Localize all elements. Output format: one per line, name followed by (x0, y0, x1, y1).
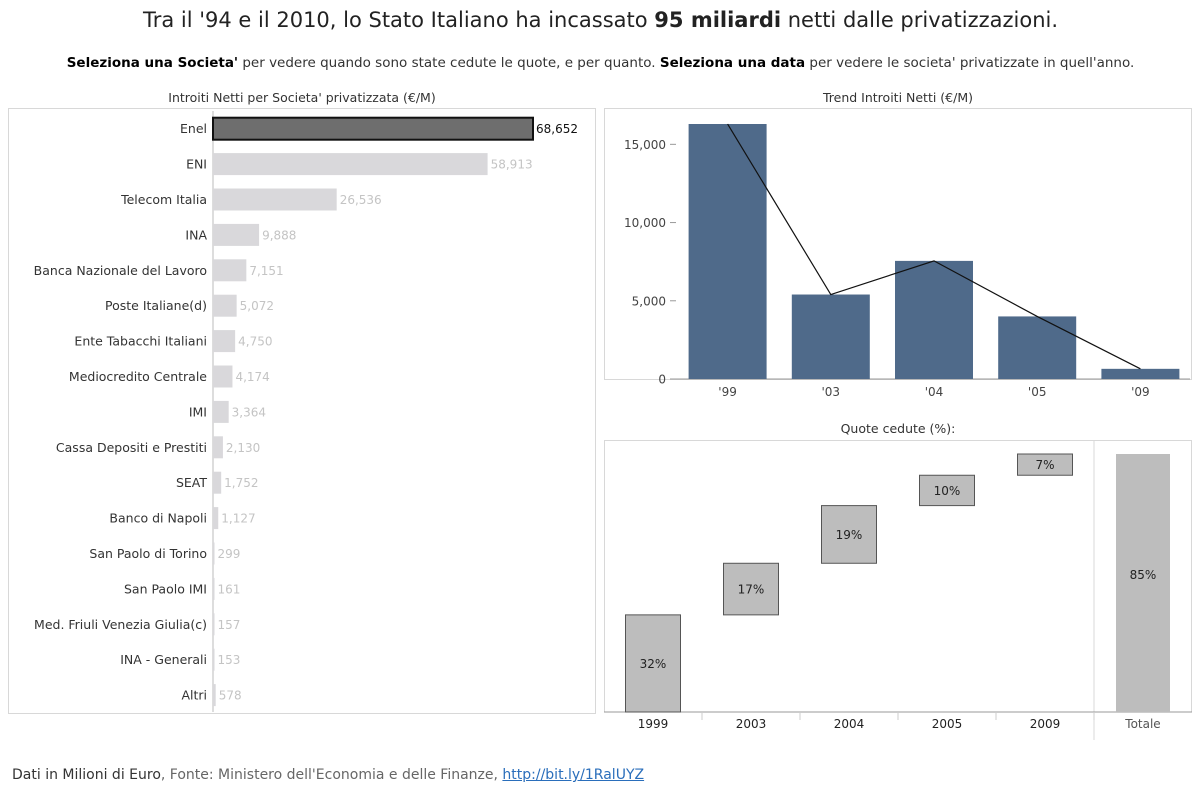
company-value-label: 9,888 (262, 228, 296, 242)
trend-bar[interactable] (688, 124, 767, 379)
company-label: Med. Friuli Venezia Giulia(c) (34, 617, 207, 632)
company-value-label: 4,750 (238, 335, 272, 349)
trend-bar[interactable] (895, 260, 973, 379)
step-label: 7% (1035, 458, 1054, 472)
y-tick-label: 0 (658, 373, 666, 387)
step-bar[interactable] (821, 505, 877, 564)
x-tick-label: 2005 (932, 717, 963, 731)
y-tick-label: 10,000 (624, 216, 666, 230)
company-value-label: 153 (218, 653, 241, 667)
company-label: ENI (186, 157, 207, 172)
company-bar[interactable] (213, 259, 247, 282)
company-value-label: 4,174 (235, 370, 269, 384)
company-value-label: 7,151 (249, 264, 283, 278)
total-value-label: 85% (1130, 568, 1157, 582)
x-tick-label: '99 (718, 385, 737, 399)
company-value-label: 1,127 (221, 512, 255, 526)
step-label: 10% (934, 484, 961, 498)
company-value-label: 578 (219, 689, 242, 703)
company-value-label: 2,130 (226, 441, 260, 455)
company-bar[interactable] (212, 116, 534, 141)
company-value-label: 299 (218, 547, 241, 561)
company-label: Altri (181, 688, 207, 703)
company-chart-title: Introiti Netti per Societa' privatizzata… (168, 90, 436, 105)
y-tick-label: 15,000 (624, 138, 666, 152)
company-bar[interactable] (213, 365, 233, 388)
x-tick-label: '05 (1028, 385, 1047, 399)
company-value-label: 5,072 (240, 299, 274, 313)
company-label: IMI (189, 404, 207, 419)
step-label: 17% (738, 583, 765, 597)
step-label: 32% (640, 657, 667, 671)
company-bar[interactable] (213, 294, 237, 317)
company-bar[interactable] (213, 436, 223, 459)
company-bar[interactable] (213, 153, 488, 176)
company-bar[interactable] (213, 507, 219, 530)
company-label: INA - Generali (120, 652, 207, 667)
company-label: SEAT (176, 475, 207, 490)
company-label: Mediocredito Centrale (69, 369, 207, 384)
y-tick-label: 5,000 (632, 294, 666, 308)
trend-bar[interactable] (1101, 368, 1180, 379)
company-value-label: 157 (218, 618, 241, 632)
trend-bar[interactable] (791, 294, 870, 379)
x-tick-label: 2009 (1030, 717, 1061, 731)
company-bar[interactable] (213, 223, 260, 246)
company-label: Poste Italiane(d) (105, 298, 207, 313)
company-bar[interactable] (213, 188, 337, 211)
company-value-label: 58,913 (491, 158, 533, 172)
step-label: 19% (836, 528, 863, 542)
step-bar[interactable] (625, 614, 681, 713)
company-value-label: 161 (218, 582, 241, 596)
step-bar[interactable] (1017, 453, 1073, 476)
company-value-label: 3,364 (232, 405, 266, 419)
company-value-label: 1,752 (224, 476, 258, 490)
trend-bar[interactable] (998, 316, 1077, 379)
company-bar[interactable] (213, 613, 215, 636)
step-bar[interactable] (919, 474, 975, 507)
company-label: San Paolo di Torino (89, 546, 207, 561)
x-tick-label: '03 (822, 385, 841, 399)
panel-border (604, 440, 1192, 713)
company-label: Enel (180, 121, 207, 136)
company-label: Banco di Napoli (109, 511, 207, 526)
company-bar[interactable] (213, 577, 215, 600)
company-bar[interactable] (213, 648, 215, 671)
company-bar-chart[interactable]: Enel 68,652 ENI 58,913 Telecom Italia 26,536 I… (8, 108, 596, 714)
footer-note: Dati in Milioni di Euro, Fonte: Minister… (12, 767, 645, 783)
company-label: Cassa Depositi e Prestiti (56, 440, 207, 455)
company-bar[interactable] (213, 400, 229, 423)
source-link[interactable]: http://bit.ly/1RalUYZ (502, 767, 645, 783)
dashboard-title: Tra il '94 e il 2010, lo Stato Italiano … (142, 8, 1059, 32)
company-value-label: 68,652 (536, 122, 578, 136)
x-tick-label: '04 (925, 385, 944, 399)
quote-chart-title: Quote cedute (%): (840, 421, 956, 436)
x-tick-label: '09 (1131, 385, 1150, 399)
trend-chart-title: Trend Introiti Netti (€/M) (822, 90, 974, 105)
company-bar[interactable] (213, 330, 236, 353)
company-bar[interactable] (213, 471, 222, 494)
company-bar[interactable] (213, 684, 216, 707)
company-label: Ente Tabacchi Italiani (74, 334, 207, 349)
x-tick-label: 2004 (834, 717, 865, 731)
trend-line (727, 123, 1141, 370)
x-tick-label: 1999 (638, 717, 669, 731)
total-bar[interactable] (1116, 454, 1170, 712)
total-category-label: Totale (1124, 717, 1160, 731)
company-label: Telecom Italia (120, 192, 207, 207)
company-value-label: 26,536 (340, 193, 382, 207)
company-bar[interactable] (213, 542, 215, 565)
company-label: San Paolo IMI (124, 581, 207, 596)
dashboard-subtitle: Seleziona una Societa' per vedere quando… (66, 55, 1135, 71)
quote-waterfall-chart[interactable]: 32% 1999 17% 2003 19% 2004 10% 2005 7% 2009 85% Tot… (604, 440, 1192, 740)
x-tick-label: 2003 (736, 717, 767, 731)
step-bar[interactable] (723, 562, 779, 616)
panel-border (8, 108, 596, 714)
company-label: Banca Nazionale del Lavoro (34, 263, 207, 278)
trend-bar-chart[interactable]: 0 5,000 10,000 15,000 '99 '03 '04 '05 '09 (604, 108, 1192, 410)
company-label: INA (185, 227, 207, 242)
